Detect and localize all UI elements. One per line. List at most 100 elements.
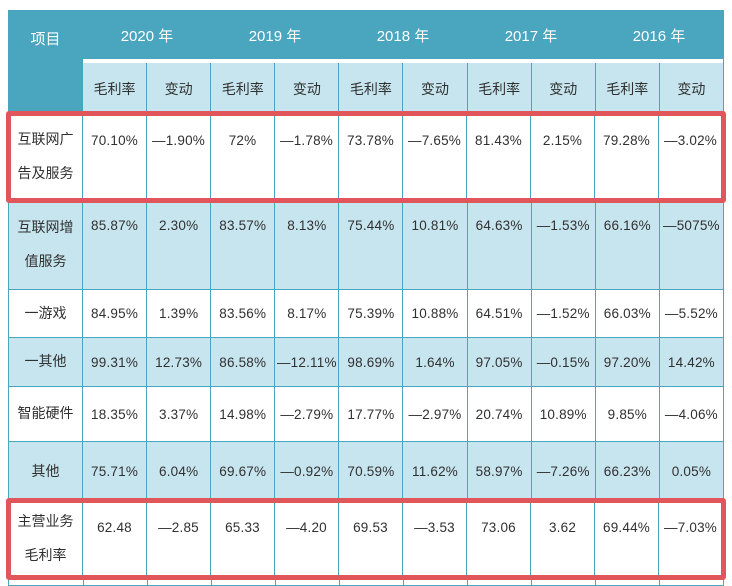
partial-cell (660, 577, 723, 585)
table-cell: 70.10% (83, 115, 147, 199)
table-cell: 14.98% (211, 387, 276, 441)
table-cell: 83.57% (211, 200, 276, 289)
table-cell: —1.78% (275, 115, 339, 199)
table-cell: 1.64% (403, 338, 468, 386)
table-cell: 79.28% (595, 115, 659, 199)
subheader-cell: 变动 (275, 63, 340, 114)
table-cell: 75.71% (83, 442, 148, 501)
gross-margin-table: 项目 2020 年 2019 年 2018 年 2017 年 2016 年 毛利… (6, 10, 726, 586)
table-cell: 97.20% (596, 338, 660, 386)
corner-header-cell: 项目 (9, 11, 83, 114)
table-cell: 75.39% (339, 290, 404, 337)
table-cell: 11.62% (403, 442, 468, 501)
partial-cell (404, 577, 468, 585)
partial-row (9, 576, 723, 585)
table-cell: —2.79% (275, 387, 340, 441)
partial-cell (276, 577, 340, 585)
table-cell: 17.77% (339, 387, 404, 441)
table-cell: 64.51% (468, 290, 532, 337)
table-cell: 18.35% (83, 387, 148, 441)
year-header-2018: 2018 年 (376, 27, 430, 45)
table-row: 其他 75.71% 6.04% 69.67% —0.92% 70.59% 11.62% 58.… (9, 441, 723, 501)
row-label: 主营业务毛利率 (9, 502, 83, 576)
table-cell: —3.53 (403, 502, 467, 576)
table-cell: 8.17% (275, 290, 340, 337)
table-cell: 66.03% (596, 290, 660, 337)
table-row: 互联网增值服务 85.87% 2.30% 83.57% 8.13% 75.44% 10.81… (9, 199, 723, 289)
table-cell: 69.53 (339, 502, 403, 576)
table-cell: 2.30% (147, 200, 212, 289)
table-cell: —0.92% (275, 442, 340, 501)
year-header-2017: 2017 年 (504, 27, 558, 45)
table-cell: 97.05% (468, 338, 532, 386)
subheader-row: 毛利率 变动 毛利率 变动 毛利率 变动 毛利率 变动 毛利率 变动 (83, 63, 723, 114)
table-cell: 81.43% (467, 115, 531, 199)
subheader-cell: 毛利率 (83, 63, 148, 114)
table-cell: 85.87% (83, 200, 148, 289)
table-cell: —1.90% (147, 115, 211, 199)
table-cell: 69.44% (595, 502, 659, 576)
table-cell: —2.85 (147, 502, 211, 576)
table-cell: 10.88% (403, 290, 468, 337)
partial-cell (148, 577, 212, 585)
table-cell: 75.44% (339, 200, 404, 289)
table-cell: 73.78% (339, 115, 403, 199)
table-cell: 66.16% (596, 200, 660, 289)
table-cell: —4.20 (275, 502, 339, 576)
table-cell: —7.26% (532, 442, 596, 501)
table-cell: 1.39% (147, 290, 212, 337)
table-cell: 58.97% (468, 442, 532, 501)
partial-cell (532, 577, 596, 585)
table-cell: —0.15% (532, 338, 596, 386)
table-cell: 70.59% (339, 442, 404, 501)
corner-header-label: 项目 (30, 31, 61, 48)
table-cell: 66.23% (596, 442, 660, 501)
subheader-cell: 变动 (531, 63, 596, 114)
table-row: 主营业务毛利率 62.48 —2.85 65.33 —4.20 69.53 —3.53 73.… (6, 498, 726, 580)
table-cell: —5075% (663, 218, 720, 233)
table-cell: 20.74% (468, 387, 532, 441)
table-cell: 86.58% (211, 338, 276, 386)
subheader-cell: 变动 (403, 63, 468, 114)
subheader-cell: 毛利率 (595, 63, 660, 114)
partial-cell (212, 577, 276, 585)
table-cell: 84.95% (83, 290, 148, 337)
table-cell: 2.15% (531, 115, 595, 199)
table-cell: 3.62 (531, 502, 595, 576)
table-cell: —1.52% (532, 290, 596, 337)
table-cell: 10.89% (532, 387, 596, 441)
year-header-2019: 2019 年 (248, 27, 302, 45)
row-label: 互联网增值服务 (9, 200, 83, 289)
table-cell: 83.56% (211, 290, 276, 337)
partial-cell (340, 577, 404, 585)
subheader-cell: 变动 (147, 63, 212, 114)
table-cell: —3.02% (659, 115, 723, 199)
table-cell: 73.06 (467, 502, 531, 576)
table-cell: —2.97% (403, 387, 468, 441)
partial-cell (84, 577, 148, 585)
table-cell: —12.11% (275, 338, 340, 386)
table-cell: 98.69% (339, 338, 404, 386)
table-cell: 9.85% (596, 387, 660, 441)
row-label: 智能硬件 (9, 387, 83, 441)
year-header-row: 2020 年 2019 年 2018 年 2017 年 2016 年 (83, 11, 723, 63)
row-label: 其他 (9, 442, 83, 501)
table-row: 一其他 99.31% 12.73% 86.58% —12.11% 98.69% 1.64% 9… (9, 337, 723, 386)
partial-cell (596, 577, 660, 585)
row-label: 一其他 (9, 338, 83, 386)
table-cell: 10.81% (403, 200, 468, 289)
year-header-2020: 2020 年 (120, 27, 174, 45)
partial-cell (9, 577, 84, 585)
table-header: 项目 2020 年 2019 年 2018 年 2017 年 2016 年 毛利… (9, 11, 723, 114)
table-body: 互联网广告及服务 70.10% —1.90% 72% —1.78% 73.78% —7.65… (6, 111, 726, 580)
table-cell: 0.05% (671, 464, 712, 479)
table-row: 互联网广告及服务 70.10% —1.90% 72% —1.78% 73.78% —7.65… (6, 111, 726, 203)
table-cell: 65.33 (211, 502, 275, 576)
table-cell: —1.53% (532, 200, 596, 289)
row-label: 一游戏 (9, 290, 83, 337)
table-cell: 64.63% (468, 200, 532, 289)
table-row: 智能硬件 18.35% 3.37% 14.98% —2.79% 17.77% —2.97% 2… (9, 386, 723, 441)
subheader-cell: 毛利率 (467, 63, 532, 114)
table-cell: 69.67% (211, 442, 276, 501)
subheader-cell: 毛利率 (211, 63, 276, 114)
